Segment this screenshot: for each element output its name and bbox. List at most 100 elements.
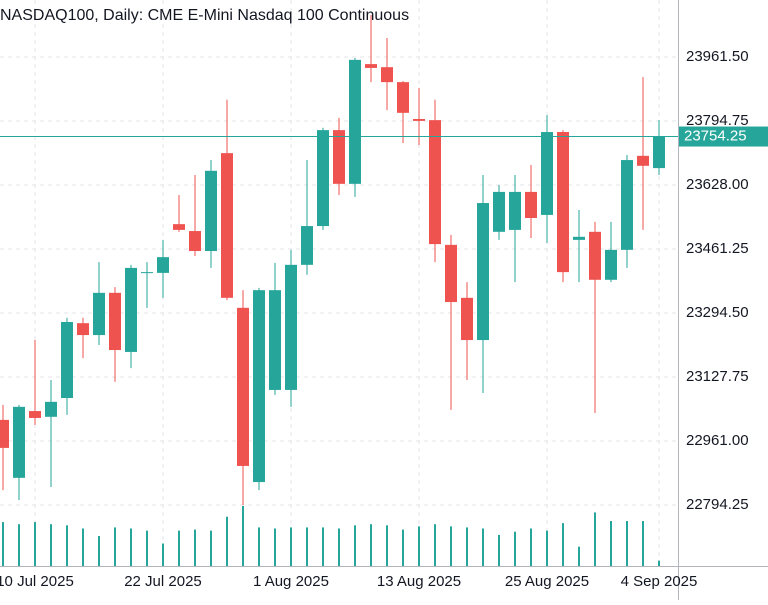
candle-body <box>541 132 553 215</box>
volume-bar <box>338 528 340 566</box>
volume-bar <box>18 524 20 566</box>
volume-bar <box>82 528 84 566</box>
candle-body <box>333 130 345 184</box>
y-tick-label: 23628.00 <box>686 176 749 193</box>
candle-body <box>621 160 633 250</box>
candle-body <box>525 191 537 219</box>
y-tick-label: 22961.00 <box>686 432 749 449</box>
candle-body <box>397 82 409 113</box>
volume-bar <box>146 530 148 566</box>
volume-bar <box>162 543 164 566</box>
volume-bar <box>274 528 276 566</box>
volume-bar <box>642 521 644 566</box>
volume-bar <box>482 528 484 566</box>
candle-body <box>589 231 601 280</box>
x-tick-label: 25 Aug 2025 <box>505 573 589 590</box>
candle-body <box>429 120 441 245</box>
candle-body <box>301 226 313 265</box>
volume-bar <box>354 525 356 566</box>
volume-bar <box>130 528 132 566</box>
volume-bar <box>386 525 388 566</box>
volume-bar <box>178 530 180 566</box>
candle-body <box>413 118 425 121</box>
volume-bar <box>466 527 468 566</box>
candle-body <box>477 203 489 341</box>
volume-bar <box>450 526 452 566</box>
volume-bar <box>370 524 372 566</box>
x-tick-label: 22 Jul 2025 <box>124 573 202 590</box>
volume-bar <box>210 530 212 566</box>
volume-bar <box>594 512 596 566</box>
candle-body <box>189 231 201 252</box>
volume-bar <box>258 527 260 566</box>
candle-body <box>653 136 665 169</box>
candle-body <box>381 67 393 83</box>
candle-body <box>637 155 649 166</box>
volume-bar <box>194 529 196 566</box>
candle-body <box>573 236 585 240</box>
candle-body <box>317 130 329 227</box>
candle-body <box>125 267 137 352</box>
candle-body <box>13 406 25 478</box>
candle-body <box>285 264 297 390</box>
candle-body <box>237 307 249 466</box>
candle-body <box>269 290 281 390</box>
x-tick-label: 1 Aug 2025 <box>253 573 329 590</box>
y-tick-label: 23961.50 <box>686 48 749 65</box>
volume-bar <box>290 527 292 566</box>
y-tick-label: 22794.25 <box>686 496 749 513</box>
candle-body <box>77 323 89 336</box>
volume-bar <box>578 546 580 566</box>
y-tick-label: 23461.25 <box>686 240 749 257</box>
volume-bar <box>50 524 52 566</box>
last-price-label: 23754.25 <box>684 128 747 145</box>
candle-body <box>109 292 121 351</box>
candle-body <box>365 64 377 68</box>
volume-bar <box>418 526 420 566</box>
candle-body <box>205 170 217 252</box>
candle-body <box>141 272 153 274</box>
volume-bar <box>626 521 628 566</box>
chart-title: NASDAQ100, Daily: CME E-Mini Nasdaq 100 … <box>0 7 409 24</box>
volume-bar <box>322 527 324 566</box>
volume-bar <box>434 524 436 566</box>
volume-bar <box>530 528 532 566</box>
candle-body <box>61 322 73 399</box>
volume-bar <box>546 530 548 566</box>
y-tick-label: 23294.50 <box>686 304 749 321</box>
y-tick-label: 23794.75 <box>686 112 749 129</box>
candle-body <box>461 297 473 341</box>
candle-body <box>349 59 361 184</box>
candle-body <box>173 224 185 230</box>
candle-body <box>29 411 41 418</box>
y-tick-label: 23127.75 <box>686 368 749 385</box>
volume-bar <box>402 529 404 566</box>
candle-body <box>605 249 617 280</box>
candle-body <box>221 153 233 298</box>
x-tick-label: 10 Jul 2025 <box>0 573 74 590</box>
volume-bar <box>306 527 308 566</box>
volume-bar <box>658 560 660 566</box>
x-tick-label: 4 Sep 2025 <box>621 573 698 590</box>
plot-layer <box>0 0 678 566</box>
volume-bar <box>114 527 116 566</box>
x-tick-label: 13 Aug 2025 <box>377 573 461 590</box>
volume-bar <box>562 523 564 566</box>
candle-body <box>493 191 505 232</box>
volume-bar <box>610 521 612 566</box>
volume-bar <box>514 531 516 566</box>
x-axis-panel <box>0 566 768 600</box>
candle-body <box>557 132 569 273</box>
y-axis-panel <box>678 0 768 600</box>
last-price-box <box>679 126 768 147</box>
candle-body <box>157 257 169 273</box>
volume-bar <box>98 536 100 566</box>
candle-body <box>445 244 457 303</box>
candle-body <box>45 401 57 417</box>
volume-bar <box>34 522 36 566</box>
volume-bar <box>66 525 68 566</box>
volume-bar <box>2 522 4 566</box>
candle-body <box>93 292 105 336</box>
